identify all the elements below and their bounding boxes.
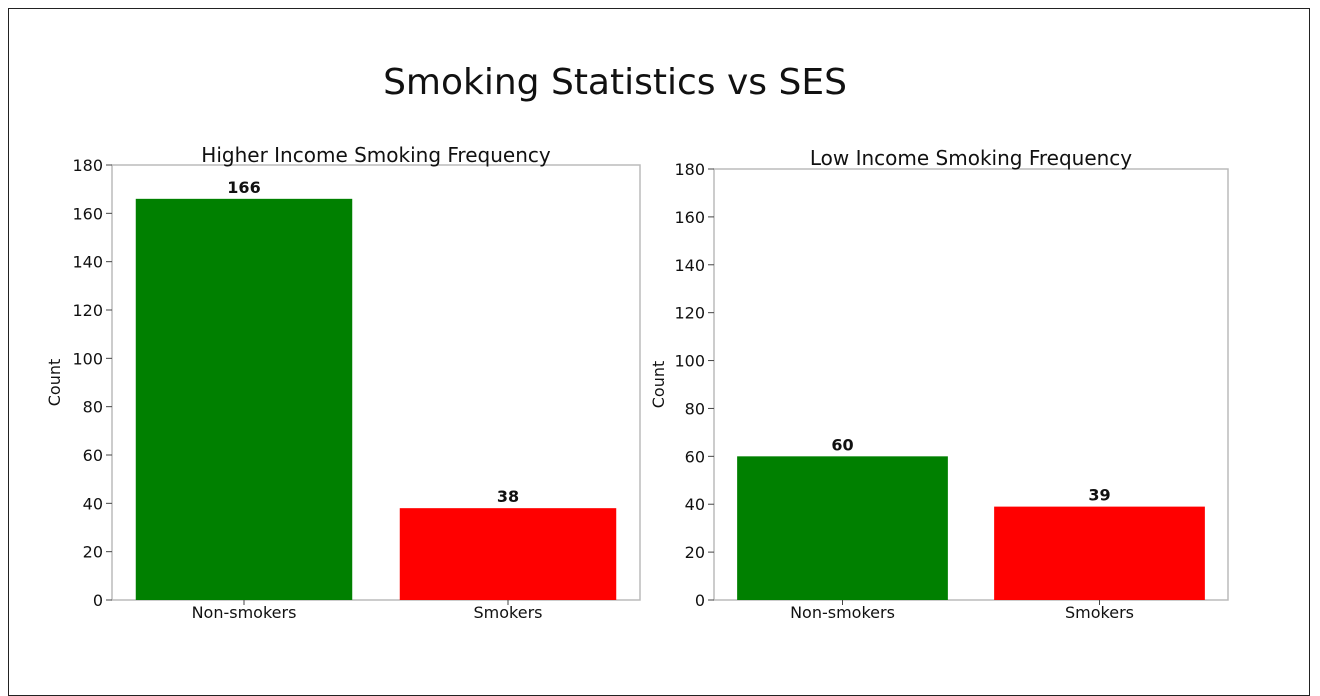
y-tick-label: 180 [72, 156, 103, 175]
y-tick-label: 60 [83, 446, 103, 465]
y-tick-label: 120 [674, 304, 705, 323]
x-tick-label: Smokers [1065, 603, 1134, 622]
y-tick-label: 20 [685, 543, 705, 562]
y-tick-label: 160 [674, 208, 705, 227]
y-tick-label: 160 [72, 204, 103, 223]
y-tick-label: 0 [93, 591, 103, 610]
subplot-title-2: Low Income Smoking Frequency [810, 146, 1132, 170]
bar-non-smokers [135, 198, 353, 601]
y-tick-label: 20 [83, 543, 103, 562]
bar-value-label: 38 [497, 487, 519, 506]
y-tick-label: 0 [695, 591, 705, 610]
y-tick-label: 120 [72, 301, 103, 320]
y-tick-label: 80 [83, 398, 103, 417]
bar-value-label: 39 [1088, 486, 1110, 505]
bar-smokers [399, 508, 617, 600]
bar-smokers [994, 506, 1205, 600]
x-tick-label: Smokers [474, 603, 543, 622]
y-tick-label: 140 [674, 256, 705, 275]
subplot-title-1: Higher Income Smoking Frequency [201, 143, 551, 167]
bar-non-smokers [737, 456, 948, 600]
y-tick-label: 40 [685, 495, 705, 514]
x-tick-label: Non-smokers [790, 603, 895, 622]
bar-value-label: 60 [831, 435, 853, 454]
y-tick-label: 140 [72, 253, 103, 272]
y-tick-label: 40 [83, 494, 103, 513]
y-tick-label: 100 [674, 352, 705, 371]
x-tick-label: Non-smokers [192, 603, 297, 622]
y-axis-label: Count [45, 359, 64, 407]
y-tick-label: 180 [674, 160, 705, 179]
figure-title: Smoking Statistics vs SES [383, 62, 847, 103]
y-tick-label: 100 [72, 349, 103, 368]
bar-value-label: 166 [227, 178, 260, 197]
y-tick-label: 80 [685, 399, 705, 418]
y-tick-label: 60 [685, 447, 705, 466]
y-axis-label: Count [649, 361, 668, 409]
